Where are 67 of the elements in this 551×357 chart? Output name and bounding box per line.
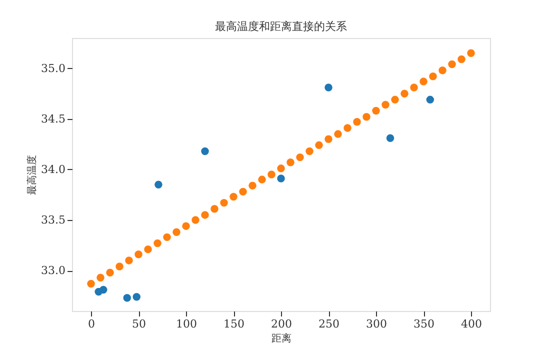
point	[410, 84, 418, 92]
point	[154, 180, 162, 188]
y-tick-label: 33.5	[41, 214, 66, 226]
point	[277, 164, 285, 172]
point	[182, 222, 190, 230]
point	[87, 280, 95, 288]
point	[172, 228, 180, 236]
point	[315, 141, 323, 150]
point	[163, 233, 171, 242]
point	[220, 198, 228, 207]
point	[420, 78, 428, 86]
point	[391, 96, 399, 104]
y-axis-title: 最高温度	[26, 155, 38, 195]
point	[324, 135, 332, 143]
point	[448, 60, 456, 68]
x-tick-label: 150	[224, 318, 244, 330]
point	[239, 188, 247, 196]
point	[230, 192, 238, 201]
point	[134, 250, 142, 258]
y-tick-label: 34.0	[41, 162, 66, 176]
point	[248, 182, 256, 190]
point	[277, 174, 285, 182]
point	[286, 158, 294, 166]
point	[458, 55, 466, 64]
point	[400, 90, 408, 98]
x-axis-title: 距离	[272, 332, 292, 344]
point	[386, 134, 394, 142]
x-tick-label: 50	[132, 318, 146, 330]
x-tick-label: 100	[176, 318, 197, 330]
point	[296, 153, 304, 162]
x-tick-label: 250	[318, 318, 340, 330]
point	[96, 274, 104, 282]
point	[372, 106, 380, 115]
point	[192, 216, 200, 224]
point	[268, 170, 276, 178]
point	[438, 66, 446, 74]
point	[429, 72, 437, 80]
point	[123, 294, 131, 302]
point	[154, 239, 162, 248]
y-tick-label: 35.0	[41, 62, 66, 75]
point	[106, 268, 114, 276]
x-tick-label: 400	[461, 318, 482, 330]
point	[132, 292, 140, 301]
point	[144, 245, 152, 254]
point	[125, 256, 133, 264]
point	[306, 147, 314, 156]
point	[116, 262, 124, 270]
point	[210, 205, 218, 213]
point	[353, 118, 361, 126]
x-tick-label: 0	[88, 318, 95, 330]
point	[201, 147, 209, 156]
x-tick-label: 200	[271, 318, 292, 330]
y-tick-label: 33.0	[41, 264, 66, 278]
point	[99, 286, 108, 294]
point	[344, 124, 352, 132]
point	[382, 100, 390, 109]
point	[201, 211, 209, 219]
chart-title: 最高温度和距离直接的关系	[215, 20, 347, 33]
x-tick-label: 350	[414, 318, 434, 330]
x-tick-label: 300	[366, 318, 387, 330]
point	[467, 49, 475, 58]
point	[362, 113, 370, 121]
point	[258, 176, 266, 184]
y-tick-label: 34.5	[41, 112, 66, 126]
point	[426, 96, 434, 104]
point	[324, 84, 332, 92]
point	[334, 130, 342, 138]
